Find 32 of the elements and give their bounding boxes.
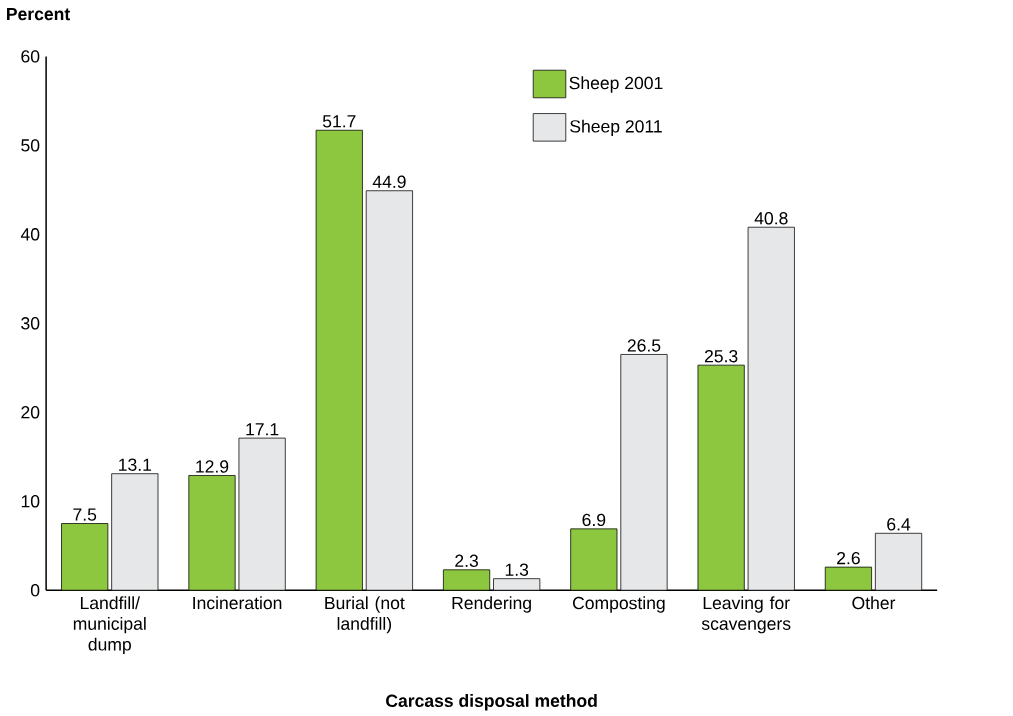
y-tick-label: 10 <box>21 494 40 508</box>
data-label: 12.9 <box>196 460 229 473</box>
data-label: 7.5 <box>73 508 97 521</box>
data-label: 1.3 <box>505 563 529 576</box>
y-tick-label: 0 <box>30 583 40 597</box>
data-label: 17.1 <box>246 423 279 436</box>
y-tick-label: 40 <box>20 227 40 241</box>
data-label: 6.4 <box>887 517 911 531</box>
y-tick-label: 30 <box>21 316 40 330</box>
data-label: 2.6 <box>837 551 860 565</box>
legend-label: Sheep 2001 <box>569 76 663 93</box>
y-tick-label: 20 <box>21 405 40 419</box>
data-label: 51.7 <box>322 115 356 128</box>
y-tick-label: 50 <box>21 139 40 152</box>
data-label: 26.5 <box>627 339 661 352</box>
x-axis-title: Carcass disposal method <box>386 693 597 711</box>
x-tick-label: Burial (not landfill) <box>325 596 405 634</box>
data-label: 13.1 <box>119 458 152 471</box>
x-tick-label: Leaving for scavengers <box>701 596 791 634</box>
data-label: 44.9 <box>372 175 406 188</box>
x-tick-label: Rendering <box>452 596 531 613</box>
data-label: 25.3 <box>704 349 738 363</box>
x-tick-label: Incineration <box>193 596 282 610</box>
data-label: 2.3 <box>455 554 478 567</box>
data-label: 6.9 <box>582 513 606 526</box>
y-axis-title: Percent <box>7 7 70 21</box>
x-tick-label: Composting <box>572 596 665 613</box>
y-tick-label: 60 <box>21 50 40 63</box>
legend-label: Sheep 2011 <box>570 119 662 136</box>
data-label: 40.8 <box>754 211 788 225</box>
x-tick-label: Landfill/ municipal dump <box>73 596 146 654</box>
x-tick-label: Other <box>852 596 896 610</box>
